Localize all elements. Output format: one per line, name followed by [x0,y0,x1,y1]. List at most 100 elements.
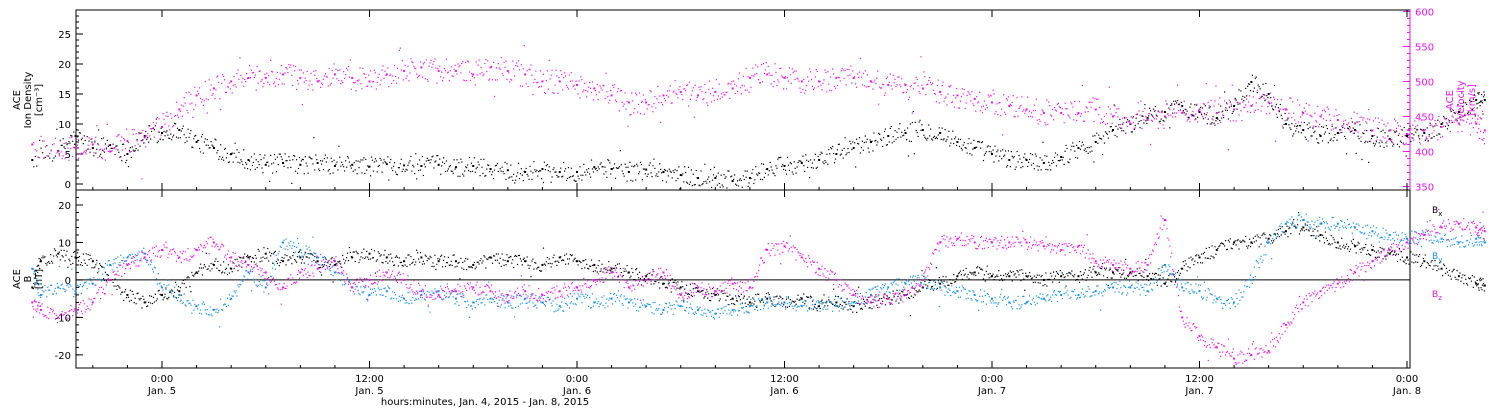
scatter-dot [623,103,625,105]
scatter-dot [767,174,769,176]
scatter-dot [184,279,186,281]
scatter-dot [655,281,657,283]
scatter-dot [63,146,65,148]
scatter-dot [1228,241,1230,243]
scatter-dot [925,93,927,96]
scatter-dot [746,298,748,300]
scatter-dot [1247,245,1250,247]
scatter-dot [267,247,269,250]
scatter-dot [1081,84,1084,87]
scatter-dot [615,167,618,169]
scatter-dot [405,77,407,80]
scatter-dot [501,166,503,168]
scatter-dot [130,150,132,153]
scatter-dot [646,175,648,178]
scatter-dot [653,102,655,105]
scatter-dot [691,90,693,92]
scatter-dot [548,258,550,260]
scatter-dot [1002,134,1004,136]
scatter-dot [300,69,302,71]
scatter-dot [160,285,162,287]
scatter-dot [215,89,217,91]
scatter-dot [980,141,983,144]
scatter-dot [682,286,684,288]
series-velocity [31,45,1486,180]
scatter-dot [902,92,904,94]
scatter-dot [207,268,209,270]
scatter-dot [625,270,627,272]
scatter-dot [151,302,154,305]
scatter-dot [1310,115,1312,117]
scatter-dot [347,65,350,68]
scatter-dot [1150,114,1153,116]
scatter-dot [1260,243,1262,245]
scatter-dot [1011,280,1013,282]
scatter-dot [294,155,296,157]
scatter-dot [280,156,282,158]
scatter-dot [275,171,278,173]
scatter-dot [1167,278,1169,280]
scatter-dot [1454,276,1456,278]
scatter-dot [799,87,801,89]
scatter-dot [892,136,894,138]
scatter-dot [1465,114,1467,116]
scatter-dot [791,171,793,173]
data-point [316,80,319,83]
scatter-dot [521,174,523,176]
scatter-dot [668,168,670,170]
scatter-dot [97,143,99,145]
scatter-dot [1333,136,1335,139]
scatter-dot [969,153,971,155]
scatter-dot [1232,243,1234,245]
scatter-dot [218,310,220,312]
scatter-dot [98,129,100,131]
scatter-dot [986,146,988,148]
scatter-dot [996,274,998,276]
scatter-dot [240,74,242,77]
scatter-dot [1473,276,1475,278]
scatter-dot [320,82,323,84]
scatter-dot [361,251,363,254]
scatter-dot [119,156,121,158]
scatter-dot [1202,253,1205,255]
scatter-dot [36,150,38,152]
scatter-dot [116,266,118,269]
scatter-dot [478,263,480,265]
scatter-dot [1346,248,1349,250]
scatter-dot [494,259,497,261]
scatter-dot [425,59,427,61]
scatter-dot [1265,82,1267,85]
data-point [1094,108,1097,111]
scatter-dot [786,306,789,308]
scatter-dot [958,107,961,109]
scatter-dot [318,168,320,170]
scatter-dot [513,68,515,70]
scatter-dot [665,181,668,183]
scatter-dot [1162,119,1164,122]
scatter-dot [752,297,754,299]
scatter-dot [675,92,677,94]
scatter-dot [546,163,548,166]
scatter-dot [954,97,957,99]
scatter-dot [1186,270,1188,272]
scatter-dot [1232,110,1234,113]
scatter-dot [1381,141,1383,143]
scatter-dot [1449,275,1451,277]
scatter-dot [154,267,156,269]
scatter-dot [1345,119,1347,121]
scatter-dot [393,80,395,82]
scatter-dot [1062,156,1064,158]
scatter-dot [388,179,390,181]
scatter-dot [1417,124,1419,126]
scatter-dot [241,81,243,83]
scatter-dot [508,257,510,259]
scatter-dot [65,142,67,144]
scatter-dot [901,290,903,293]
scatter-dot [1364,247,1366,249]
scatter-dot [339,156,341,158]
scatter-dot [1415,126,1417,128]
scatter-dot [274,250,277,252]
scatter-dot [102,277,105,280]
scatter-dot [70,147,72,150]
scatter-dot [1326,127,1328,130]
